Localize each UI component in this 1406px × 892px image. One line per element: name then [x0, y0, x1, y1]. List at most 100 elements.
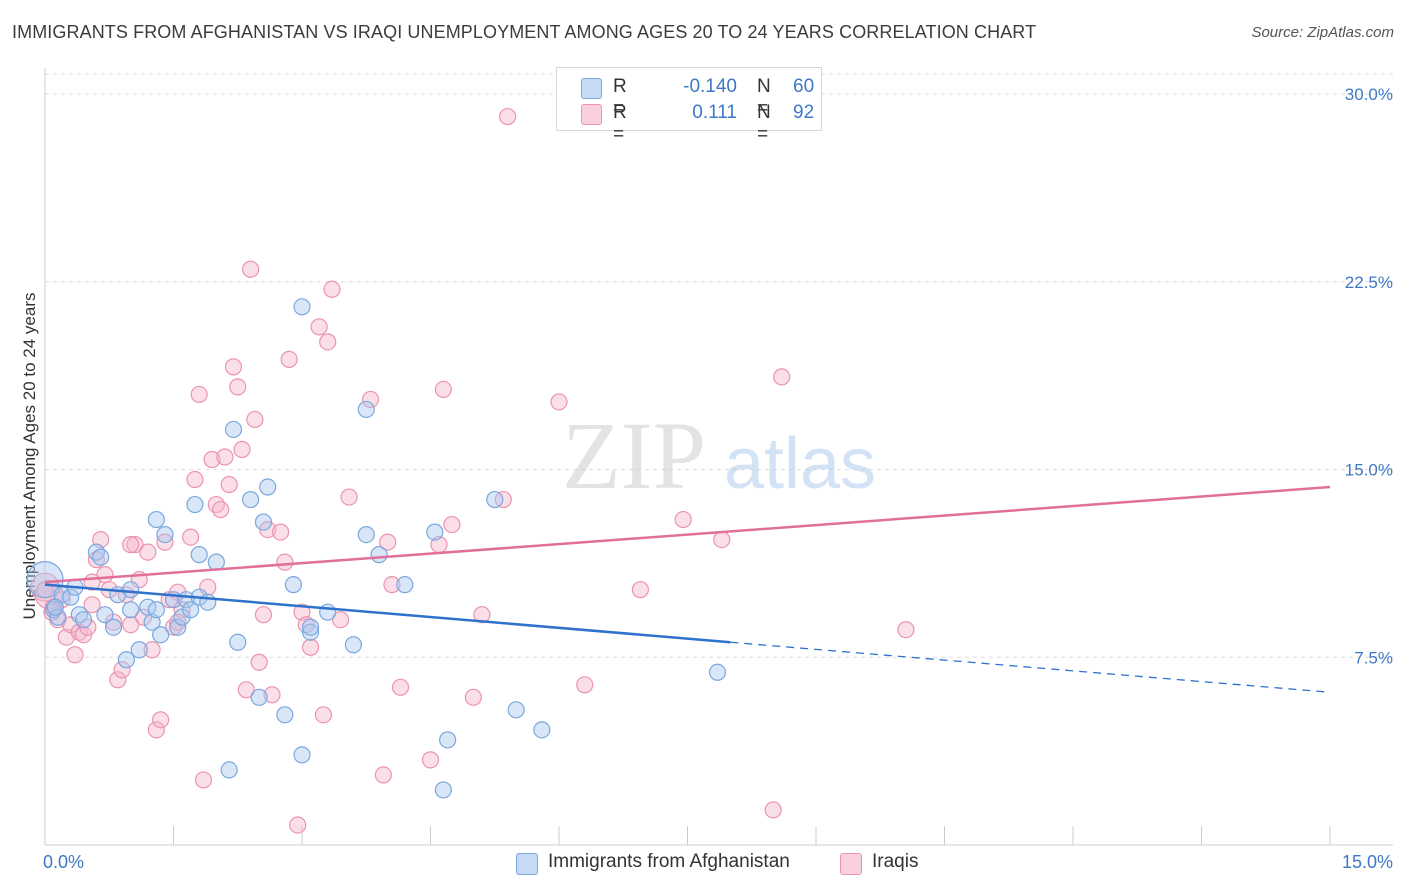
y-tick-labels: 7.5% 15.0% 22.5% 30.0% [1345, 85, 1393, 667]
watermark: ZIP atlas [562, 402, 876, 509]
data-point [340, 488, 358, 506]
data-point [374, 766, 392, 784]
data-point [344, 636, 362, 654]
source-credit: Source: ZipAtlas.com [1251, 24, 1394, 41]
data-point [49, 608, 67, 626]
data-point [62, 588, 80, 606]
legend-r-label: R = [613, 76, 627, 119]
data-point [361, 390, 380, 409]
data-point [224, 420, 243, 439]
grid-lines [45, 73, 1393, 658]
data-point [122, 601, 140, 619]
data-point [396, 576, 414, 594]
data-point [254, 606, 273, 624]
data-point [122, 616, 140, 634]
data-point [250, 653, 268, 671]
data-point [301, 623, 320, 641]
data-point [250, 688, 268, 706]
data-point [301, 638, 320, 656]
data-point [289, 816, 307, 834]
correlation-legend: R = -0.140 N = 60 R = 0.111 N = 92 [556, 67, 822, 145]
data-point [237, 681, 255, 699]
series-iraqis [30, 107, 915, 834]
bottom-legend-swatch-pink [840, 853, 862, 875]
data-point [233, 440, 251, 459]
trend-line-afghanistan-extension [730, 641, 1331, 693]
y-tick-label: 30.0% [1345, 85, 1393, 104]
data-point [550, 393, 568, 411]
data-point [271, 523, 290, 541]
data-point [203, 450, 221, 469]
data-point [152, 626, 170, 644]
data-point [113, 661, 131, 679]
data-point [199, 593, 217, 611]
data-point [224, 358, 243, 376]
data-point [764, 801, 782, 819]
data-point [473, 606, 491, 624]
y-tick-label: 22.5% [1345, 273, 1393, 292]
watermark-zip: ZIP [562, 402, 706, 509]
legend-n-value: 92 [793, 102, 815, 123]
data-point [254, 513, 273, 531]
trend-line-iraqis [44, 485, 1331, 584]
data-point [331, 611, 350, 629]
y-tick-label: 15.0% [1345, 461, 1393, 480]
data-point [194, 771, 213, 789]
bottom-legend-label: Immigrants from Afghanistan [548, 851, 790, 872]
data-point [434, 781, 452, 799]
watermark-atlas: atlas [724, 424, 876, 504]
data-point [122, 536, 140, 554]
trend-line-afghanistan [44, 583, 731, 644]
data-point [259, 478, 277, 496]
data-point [426, 523, 444, 541]
chart-title: IMMIGRANTS FROM AFGHANISTAN VS IRAQI UNE… [12, 22, 1037, 42]
data-point [674, 510, 692, 529]
data-point [134, 608, 153, 626]
data-point [357, 400, 375, 419]
data-point [310, 318, 328, 336]
data-point [713, 531, 731, 549]
data-point [576, 676, 594, 694]
data-point [293, 746, 311, 764]
data-point [139, 543, 157, 561]
legend-r-value: 0.111 [692, 102, 737, 123]
data-point [421, 751, 440, 769]
data-point [229, 378, 247, 396]
data-point [319, 333, 337, 351]
data-point [773, 368, 791, 386]
data-point [897, 621, 915, 639]
data-point [242, 260, 260, 278]
data-point [207, 553, 225, 571]
data-point [301, 618, 320, 636]
data-point [212, 500, 230, 519]
x-tick-label-max: 15.0% [1341, 852, 1393, 872]
data-point [182, 601, 200, 619]
data-point [284, 576, 303, 594]
data-point [143, 641, 161, 659]
data-point [220, 475, 238, 494]
legend-r-value: -0.140 [683, 76, 737, 97]
data-point [708, 663, 727, 681]
data-point [439, 731, 457, 749]
data-point [126, 536, 144, 554]
series-afghanistan [26, 298, 727, 799]
legend-r-label: R = [613, 102, 627, 145]
data-point [147, 721, 165, 739]
data-point [46, 598, 64, 616]
data-point [246, 410, 264, 429]
data-point [117, 651, 135, 669]
data-point [96, 606, 114, 624]
data-point [104, 618, 123, 636]
data-point [147, 510, 165, 529]
data-point [92, 548, 110, 566]
data-point [486, 490, 504, 509]
data-point [83, 596, 101, 614]
data-point [66, 646, 84, 664]
data-point [263, 686, 281, 704]
data-point [242, 490, 260, 509]
data-point [156, 525, 174, 544]
data-point [147, 601, 165, 619]
data-point [464, 688, 482, 706]
data-point [323, 280, 341, 298]
data-point [190, 385, 208, 404]
